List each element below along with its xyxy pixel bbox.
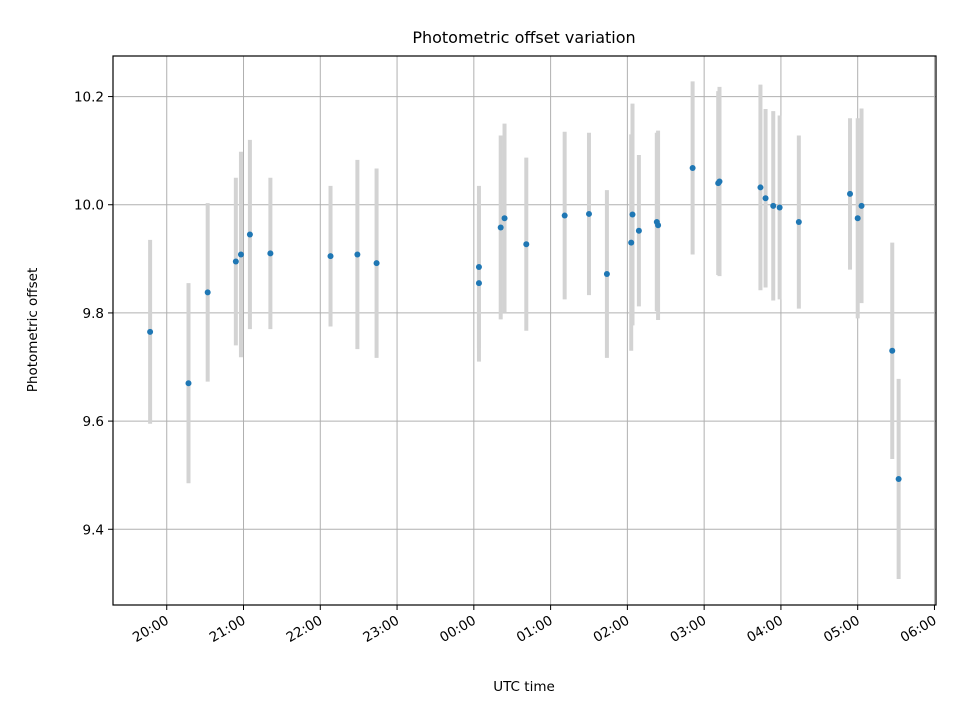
data-point [895,475,902,482]
data-point [237,251,244,258]
x-tick-label: 20:00 [130,613,172,646]
data-points [147,164,902,482]
data-point [847,190,854,197]
data-point [523,241,530,248]
data-point [858,202,865,209]
x-tick-label: 03:00 [667,613,709,646]
y-axis-label: Photometric offset [25,268,41,392]
data-point [147,328,154,335]
data-point [185,380,192,387]
data-point [246,231,253,238]
y-axis-ticks: 9.4 9.6 9.8 10.0 10.2 [74,90,113,538]
data-point [232,258,239,265]
x-tick-label: 06:00 [898,613,940,646]
data-point [889,347,896,354]
x-tick-label: 00:00 [437,613,479,646]
data-point [629,211,636,218]
x-tick-label: 02:00 [591,613,633,646]
chart-title: Photometric offset variation [412,28,635,47]
data-point [757,184,764,191]
x-tick-label: 01:00 [514,613,556,646]
x-tick-label: 23:00 [360,613,402,646]
y-tick-label: 10.2 [74,90,104,106]
x-axis-ticks: 20:00 21:00 22:00 23:00 00:00 01:00 02:00 03:00… [130,605,939,646]
data-point [204,289,211,296]
grid [113,56,936,605]
data-point [762,195,769,202]
x-tick-label: 22:00 [284,613,326,646]
data-point [655,222,662,229]
data-point [635,227,642,234]
x-tick-label: 04:00 [744,613,786,646]
data-point [354,251,361,258]
plot-frame [112,55,937,606]
x-axis-label: UTC time [493,679,555,695]
y-tick-label: 10.0 [74,198,104,214]
data-point [585,210,592,217]
data-point [561,212,568,219]
data-point [603,270,610,277]
x-tick-label: 05:00 [821,613,863,646]
x-tick-label: 21:00 [207,613,249,646]
data-point [267,250,274,257]
data-point [854,215,861,222]
data-point [776,204,783,211]
data-point [795,219,802,226]
y-tick-label: 9.4 [83,522,104,538]
error-bars [148,81,901,580]
data-point [716,178,723,185]
data-point [497,224,504,231]
data-point [373,260,380,267]
data-point [327,253,334,260]
data-point [770,202,777,209]
data-point [689,164,696,171]
data-point [501,215,508,222]
data-point [628,239,635,246]
y-tick-label: 9.6 [83,414,104,430]
data-point [475,280,482,287]
data-point [475,263,482,270]
y-tick-label: 9.8 [83,306,104,322]
